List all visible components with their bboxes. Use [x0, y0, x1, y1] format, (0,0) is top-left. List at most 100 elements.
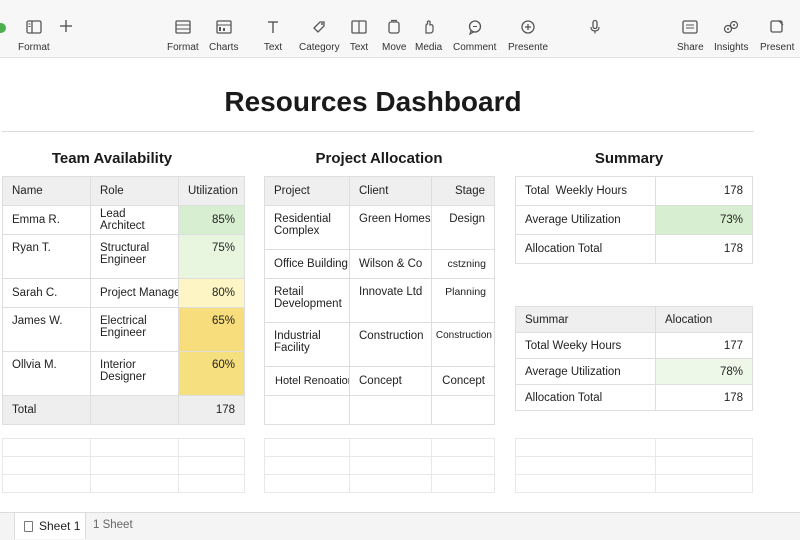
name-cell[interactable]: Emma R. [2, 205, 91, 235]
utilization-cell[interactable]: 75% [178, 234, 245, 279]
project-cell[interactable]: Industrial Facility [264, 322, 350, 367]
client-cell[interactable]: Green Homes [349, 205, 432, 250]
name-cell[interactable]: James W. [2, 307, 91, 352]
table-row[interactable]: James W. Electrical Engineer 65% [2, 307, 245, 352]
stage-cell[interactable]: Construction [431, 322, 495, 367]
table-row[interactable]: Ryan T. Structural Engineer 75% [2, 234, 245, 279]
text-box-button[interactable]: Text [348, 16, 370, 53]
move-button[interactable]: Move [382, 16, 406, 53]
empty-cell[interactable] [515, 456, 656, 475]
empty-cell[interactable] [655, 438, 753, 457]
dictation-button[interactable] [584, 16, 606, 38]
name-cell[interactable]: Sarah C. [2, 278, 91, 308]
utilization-cell[interactable]: 60% [178, 351, 245, 396]
table-row[interactable]: Retail Development Innovate Ltd Planning [264, 278, 495, 323]
empty-cell[interactable] [431, 474, 495, 493]
table-row[interactable]: Emma R. Lead Architect 85% [2, 205, 245, 235]
empty-cell[interactable] [178, 474, 245, 493]
format-table-button[interactable]: Format [167, 16, 199, 53]
table-row[interactable]: Average Utilization 73% [515, 205, 753, 235]
empty-cell[interactable] [431, 395, 495, 425]
comment-button[interactable]: Comment [453, 16, 496, 53]
table-row[interactable]: Allocation Total 178 [515, 234, 753, 264]
table-row[interactable]: Sarah C. Project Manager 80% [2, 278, 245, 308]
table-row[interactable]: Allocation Total 178 [515, 384, 753, 411]
table-row[interactable]: Residential Complex Green Homes Design [264, 205, 495, 250]
column-header-allocation[interactable]: Alocation [655, 306, 753, 333]
utilization-cell[interactable]: 85% [178, 205, 245, 235]
category-button[interactable]: Category [299, 16, 340, 53]
table-row[interactable]: Total Weeky Hours 177 [515, 332, 753, 359]
role-cell[interactable]: Project Manager [90, 278, 179, 308]
summary-value[interactable]: 178 [655, 176, 753, 206]
text-button[interactable]: Text [262, 16, 284, 53]
client-cell[interactable]: Construction [349, 322, 432, 367]
empty-cell[interactable] [264, 474, 350, 493]
empty-cell[interactable] [178, 438, 245, 457]
empty-cell[interactable] [655, 456, 753, 475]
utilization-cell[interactable]: 80% [178, 278, 245, 308]
empty-cell[interactable] [349, 456, 432, 475]
column-header-name[interactable]: Name [2, 176, 91, 206]
utilization-cell[interactable]: 65% [178, 307, 245, 352]
summary-value[interactable]: 73% [655, 205, 753, 235]
summary-label[interactable]: Average Utilization [515, 358, 656, 385]
column-header-stage[interactable]: Stage [431, 176, 495, 206]
role-cell[interactable]: Lead Architect [90, 205, 179, 235]
empty-cell[interactable] [264, 438, 350, 457]
table-row[interactable]: Industrial Facility Construction Constru… [264, 322, 495, 367]
empty-cell[interactable] [515, 474, 656, 493]
column-header-project[interactable]: Project [264, 176, 350, 206]
project-cell[interactable]: Office Building [264, 249, 350, 279]
project-cell[interactable]: Hotel Renoation [264, 366, 350, 396]
summary-value[interactable]: 178 [655, 234, 753, 264]
role-cell[interactable]: Electrical Engineer [90, 307, 179, 352]
empty-cell[interactable] [655, 474, 753, 493]
summary-label[interactable]: Allocation Total [515, 384, 656, 411]
client-cell[interactable]: Wilson & Co [349, 249, 432, 279]
client-cell[interactable]: Innovate Ltd [349, 278, 432, 323]
media-button[interactable]: Media [415, 16, 442, 53]
empty-cell[interactable] [2, 474, 91, 493]
total-value[interactable]: 178 [178, 395, 245, 425]
column-header-client[interactable]: Client [349, 176, 432, 206]
name-cell[interactable]: Ryan T. [2, 234, 91, 279]
charts-button[interactable]: Charts [209, 16, 238, 53]
empty-cell[interactable] [90, 456, 179, 475]
column-header-utilization[interactable]: Utilization [178, 176, 245, 206]
summary-value[interactable]: 78% [655, 358, 753, 385]
empty-cell[interactable] [349, 474, 432, 493]
column-header-summary[interactable]: Summar [515, 306, 656, 333]
empty-cell[interactable] [2, 438, 91, 457]
format-sidebar-button[interactable]: Format [18, 16, 50, 53]
table-row[interactable]: Total Weekly Hours 178 [515, 176, 753, 206]
table-row[interactable] [264, 395, 495, 425]
table-row[interactable]: Average Utilization 78% [515, 358, 753, 385]
stage-cell[interactable]: cstzning [431, 249, 495, 279]
empty-cell[interactable] [90, 395, 179, 425]
empty-cell[interactable] [90, 438, 179, 457]
empty-cell[interactable] [264, 395, 350, 425]
summary-value[interactable]: 177 [655, 332, 753, 359]
empty-cell[interactable] [2, 456, 91, 475]
table-row[interactable]: Ollvia M. Interior Designer 60% [2, 351, 245, 396]
total-label[interactable]: Total [2, 395, 91, 425]
empty-cell[interactable] [264, 456, 350, 475]
stage-cell[interactable]: Concept [431, 366, 495, 396]
insights-button[interactable]: Insights [714, 16, 748, 53]
table-row[interactable]: Hotel Renoation Concept Concept [264, 366, 495, 396]
summary-value[interactable]: 178 [655, 384, 753, 411]
role-cell[interactable]: Interior Designer [90, 351, 179, 396]
empty-cell[interactable] [431, 438, 495, 457]
table-row[interactable]: Office Building Wilson & Co cstzning [264, 249, 495, 279]
empty-cell[interactable] [431, 456, 495, 475]
column-header-role[interactable]: Role [90, 176, 179, 206]
role-cell[interactable]: Structural Engineer [90, 234, 179, 279]
summary-label[interactable]: Average Utilization [515, 205, 656, 235]
empty-cell[interactable] [515, 438, 656, 457]
empty-cell[interactable] [349, 395, 432, 425]
share-button[interactable]: Share [677, 16, 704, 53]
empty-cell[interactable] [178, 456, 245, 475]
stage-cell[interactable]: Planning [431, 278, 495, 323]
present-slides-button[interactable]: Present [760, 16, 794, 53]
